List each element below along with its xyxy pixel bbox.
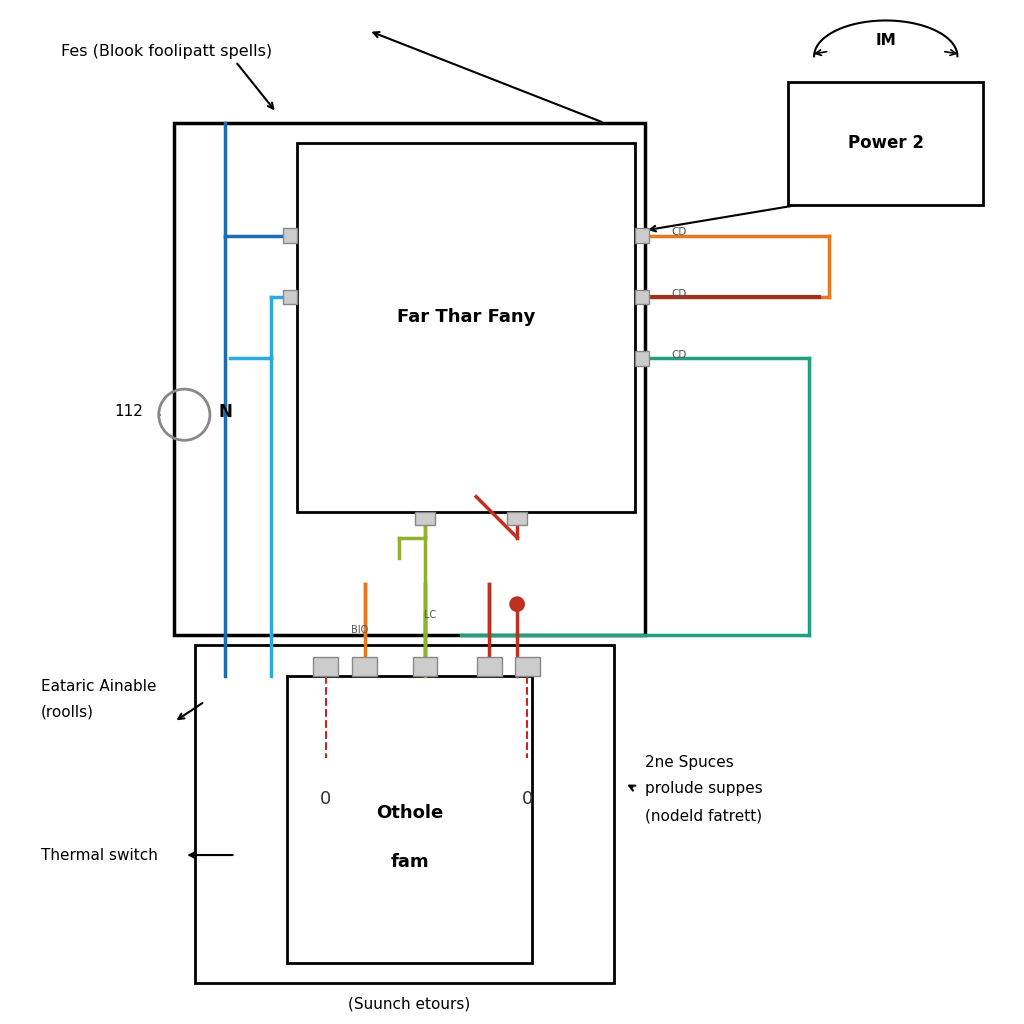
Text: Far Thar Fany: Far Thar Fany xyxy=(396,308,536,327)
Text: 112: 112 xyxy=(115,404,143,419)
Text: LC: LC xyxy=(424,609,436,620)
Bar xyxy=(415,512,435,525)
Text: Power 2: Power 2 xyxy=(848,134,924,153)
FancyBboxPatch shape xyxy=(788,82,983,205)
Text: N: N xyxy=(218,402,232,421)
Text: prolude suppes: prolude suppes xyxy=(645,781,763,796)
Text: 0: 0 xyxy=(522,790,532,808)
Text: Fes (Blook foolipatt spells): Fes (Blook foolipatt spells) xyxy=(61,44,272,58)
Bar xyxy=(635,351,649,366)
Text: Eataric Ainable: Eataric Ainable xyxy=(41,679,157,693)
Bar xyxy=(515,657,540,676)
Bar xyxy=(413,657,437,676)
FancyBboxPatch shape xyxy=(297,143,635,512)
Bar xyxy=(507,512,527,525)
Text: CD: CD xyxy=(672,227,687,238)
Text: fam: fam xyxy=(390,853,429,871)
Bar xyxy=(635,228,649,243)
Text: Thermal switch: Thermal switch xyxy=(41,848,158,862)
FancyBboxPatch shape xyxy=(195,645,614,983)
Text: (Suunch etours): (Suunch etours) xyxy=(348,996,471,1011)
Bar xyxy=(635,290,649,304)
Bar xyxy=(283,290,297,304)
Text: (roolls): (roolls) xyxy=(41,705,94,719)
Bar xyxy=(313,657,338,676)
Bar xyxy=(352,657,377,676)
Text: BIO: BIO xyxy=(351,625,368,635)
FancyBboxPatch shape xyxy=(287,676,532,963)
Bar xyxy=(283,228,297,243)
Text: 0: 0 xyxy=(321,790,331,808)
Text: Othole: Othole xyxy=(376,805,443,822)
Text: (nodeld fatrett): (nodeld fatrett) xyxy=(645,809,762,823)
Circle shape xyxy=(510,597,524,611)
Text: CD: CD xyxy=(672,289,687,299)
Bar xyxy=(477,657,502,676)
Text: IM: IM xyxy=(876,34,896,48)
Text: CD: CD xyxy=(672,350,687,360)
Text: 2ne Spuces: 2ne Spuces xyxy=(645,756,734,770)
FancyBboxPatch shape xyxy=(174,123,645,635)
